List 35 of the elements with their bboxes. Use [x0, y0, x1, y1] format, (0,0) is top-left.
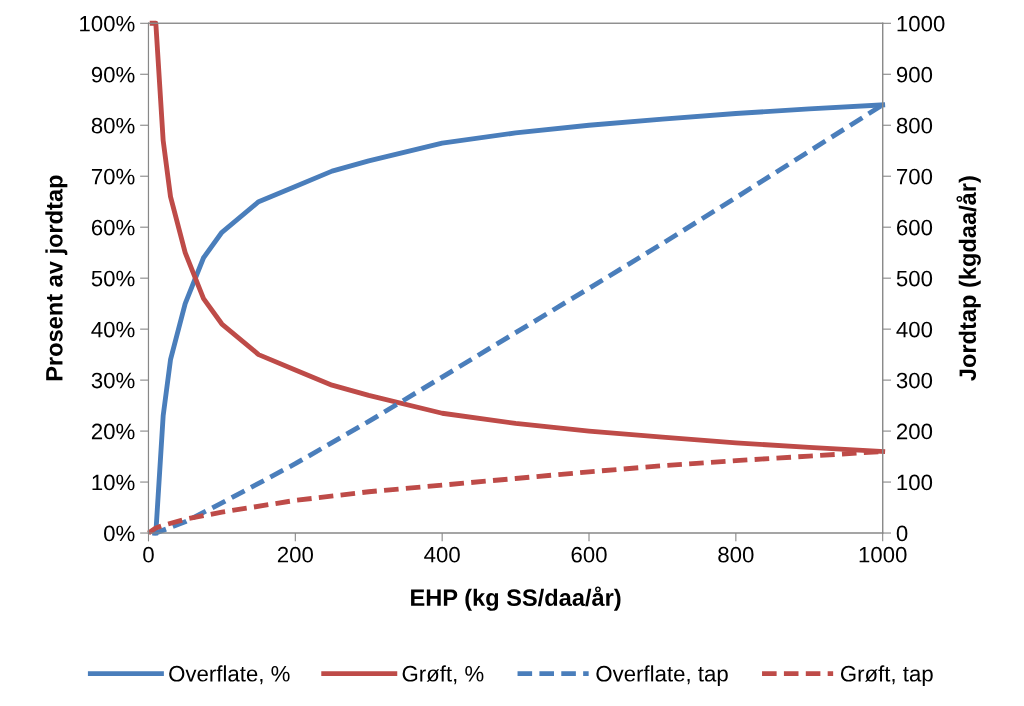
y2-tick-label: 0 [896, 525, 908, 542]
x-tick-label: 800 [718, 546, 754, 563]
y2-tick-label: 200 [897, 423, 933, 440]
y2-tick-label: 900 [896, 66, 933, 83]
y-tick-label: 40% [91, 321, 135, 338]
x-tick-label: 400 [424, 546, 460, 563]
y-tick-label: 100% [80, 15, 135, 32]
y-tick-label: 90% [91, 66, 135, 83]
y-tick-label: 10% [92, 474, 135, 491]
y2-axis-title: Jordtap (kgdaa/år) [956, 176, 981, 381]
y2-tick-label: 400 [896, 321, 933, 338]
y-tick-label: 80% [91, 117, 135, 134]
y-tick-label: 70% [91, 168, 135, 185]
x-tick-label: 600 [571, 546, 607, 563]
y2-tick-label: 800 [896, 117, 933, 134]
y-tick-label: 0% [104, 525, 135, 542]
x-tick-label: 1000 [859, 546, 907, 563]
x-tick-label: 0 [143, 546, 154, 563]
y2-tick-label: 500 [896, 270, 933, 287]
y-tick-label: 60% [91, 219, 135, 236]
y-axis-title: Prosent av jordtap [45, 175, 68, 381]
y2-tick-label: 100 [897, 474, 933, 491]
y2-tick-label: 1000 [897, 15, 945, 32]
y2-tick-label: 700 [897, 168, 933, 185]
legend-label: Overflate, tap [596, 665, 728, 686]
x-tick-label: 200 [277, 546, 313, 563]
y-tick-label: 50% [91, 270, 135, 287]
y-tick-label: 30% [91, 372, 135, 389]
legend-label: Grøft, tap [840, 665, 933, 686]
y2-tick-label: 600 [897, 219, 933, 236]
legend-label: Overflate, % [169, 665, 290, 685]
y-tick-label: 20% [91, 423, 135, 440]
x-axis-title: EHP (kg SS/daa/år) [411, 586, 621, 611]
y2-tick-label: 300 [896, 372, 933, 389]
legend-label: Grøft, % [402, 665, 484, 685]
